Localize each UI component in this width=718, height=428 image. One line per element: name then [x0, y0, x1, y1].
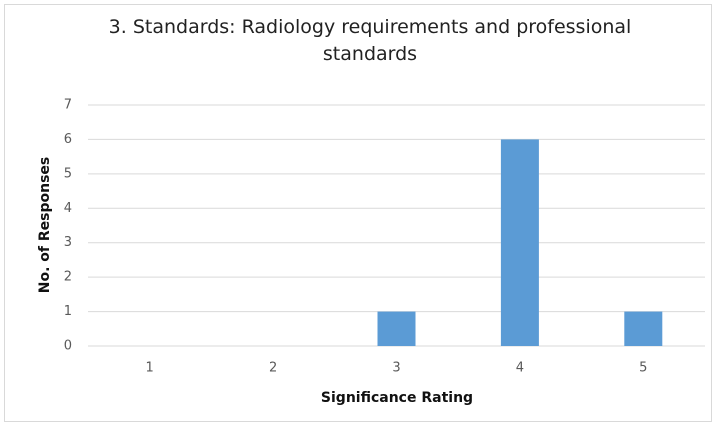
x-axis-title: Significance Rating — [321, 390, 473, 406]
chart-border — [4, 4, 712, 422]
y-tick-label: 7 — [64, 98, 72, 113]
bar — [500, 139, 539, 346]
y-tick-label: 2 — [64, 270, 72, 285]
y-tick-label: 1 — [64, 304, 72, 319]
y-axis-title: No. of Responses — [37, 157, 53, 294]
x-tick-label: 4 — [516, 361, 524, 376]
x-tick-label: 1 — [146, 361, 154, 376]
y-tick-label: 4 — [64, 201, 72, 216]
x-tick-label: 2 — [269, 361, 277, 376]
y-tick-label: 5 — [64, 166, 72, 181]
bar — [624, 311, 663, 346]
x-tick-label: 3 — [392, 361, 400, 376]
chart-title: 3. Standards: Radiology requirements and… — [108, 16, 632, 65]
y-tick-label: 6 — [64, 132, 72, 147]
y-tick-label: 0 — [64, 339, 72, 354]
y-tick-label: 3 — [64, 235, 72, 250]
x-tick-label: 5 — [639, 361, 647, 376]
bar — [377, 311, 416, 346]
